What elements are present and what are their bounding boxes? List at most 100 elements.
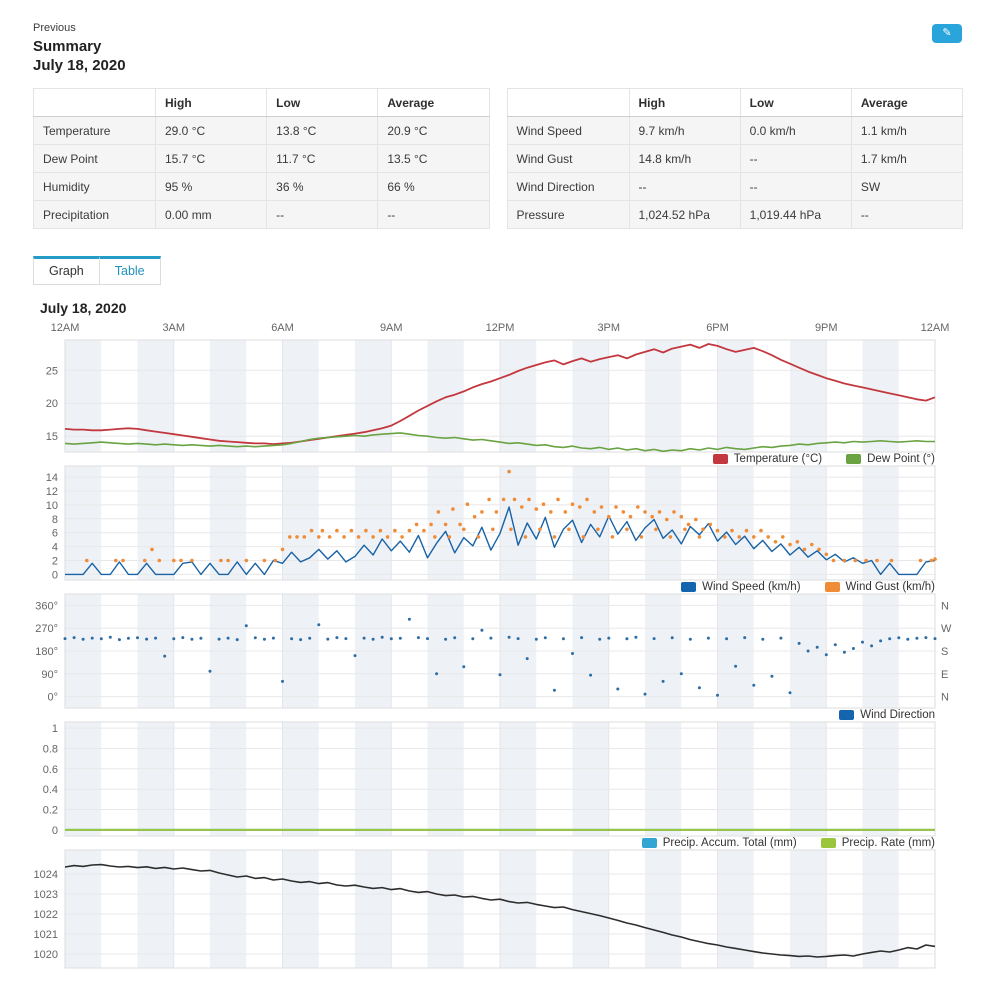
x-tick-label: 12PM — [485, 322, 515, 334]
pencil-icon: ✎ — [942, 27, 952, 39]
x-tick-label: 9AM — [379, 322, 403, 334]
y-tick-label: 1024 — [34, 869, 58, 881]
y-tick-label: 180° — [35, 646, 58, 658]
blank-header-cell — [33, 88, 156, 117]
right-summary-table: High Low Average Wind Speed 9.7 km/h 0.0 km/h… — [506, 88, 964, 229]
row-label: Wind Speed — [506, 116, 630, 145]
table-row: Wind Direction -- -- SW — [506, 172, 964, 201]
charts-section: 12AM 3AM 6AM 9AM 12PM 3PM 6PM 9PM 12AM 15 20 25 Te… — [0, 322, 1000, 969]
y-tick-label: 0.4 — [43, 784, 58, 796]
y-tick-label: 20 — [46, 398, 58, 410]
compass-label: E — [941, 669, 948, 681]
table-row: Dew Point 15.7 °C 11.7 °C 13.5 °C — [33, 144, 490, 173]
vertical-gridlines — [173, 722, 827, 836]
value-cell: -- — [850, 200, 964, 229]
y-tick-label: 270° — [35, 623, 58, 635]
y-tick-label: 1 — [52, 723, 58, 735]
table-row: Temperature 29.0 °C 13.8 °C 20.9 °C — [33, 116, 490, 145]
hour-bands — [65, 466, 899, 580]
row-label: Temperature — [33, 116, 156, 145]
value-cell: 66 % — [377, 172, 490, 201]
table-row: Humidity 95 % 36 % 66 % — [33, 172, 490, 201]
horizontal-gridlines — [65, 873, 935, 955]
table-row: Wind Gust 14.8 km/h -- 1.7 km/h — [506, 144, 964, 173]
x-tick-label: 12AM — [50, 322, 80, 334]
plot-border — [64, 849, 936, 969]
legend-label: Wind Gust (km/h) — [845, 581, 935, 593]
y-tick-label: 1020 — [34, 949, 58, 961]
compass-label: N — [941, 600, 949, 612]
column-header: Low — [266, 88, 379, 117]
legend-swatch — [641, 838, 657, 848]
legend-swatch — [820, 838, 836, 848]
legend-label: Precip. Rate (mm) — [841, 837, 935, 849]
left-summary-table: High Low Average Temperature 29.0 °C 13.8 °C 2… — [33, 88, 490, 229]
row-label: Dew Point — [33, 144, 156, 173]
value-cell: 29.0 °C — [154, 116, 268, 145]
compass-label: W — [941, 623, 952, 635]
x-tick-label: 12AM — [920, 322, 950, 334]
legend-label: Wind Direction — [860, 709, 935, 721]
value-cell: 95 % — [154, 172, 268, 201]
row-label: Pressure — [506, 200, 630, 229]
y-tick-label: 1021 — [34, 929, 58, 941]
previous-link[interactable]: Previous — [33, 22, 76, 34]
x-tick-label: 6AM — [271, 322, 294, 334]
y-tick-label: 10 — [46, 500, 58, 512]
legend-label: Temperature (°C) — [733, 453, 823, 465]
y-tick-label: 6 — [52, 528, 58, 540]
wind-speed-gust-chart[interactable]: 02 4 6 8 10 12 14 — [0, 465, 1000, 581]
value-cell: -- — [739, 172, 852, 201]
value-cell: 1.1 km/h — [850, 116, 964, 145]
y-tick-label: 0.6 — [43, 764, 58, 776]
legend-swatch — [681, 582, 697, 592]
temperature-dewpoint-chart[interactable]: 15 20 25 — [0, 339, 1000, 453]
horizontal-gridlines — [65, 476, 935, 575]
column-header: Average — [850, 88, 964, 117]
y-tick-label: 14 — [46, 472, 58, 484]
legend-item: Precip. Accum. Total (mm) — [641, 837, 797, 849]
y-tick-label: 2 — [52, 556, 58, 568]
y-tick-label: 0.8 — [43, 744, 58, 756]
value-cell: 13.5 °C — [377, 144, 490, 173]
pressure-chart[interactable]: 1020 1021 1022 1023 1024 — [0, 849, 1000, 969]
page: Previous Summary July 18, 2020 ✎ High Low… — [0, 22, 1000, 969]
value-cell: 0.0 km/h — [739, 116, 852, 145]
series-line — [65, 506, 936, 576]
edit-button[interactable]: ✎ — [932, 24, 962, 43]
row-label: Wind Direction — [506, 172, 630, 201]
column-header: Average — [377, 88, 490, 117]
legend-item: Wind Direction — [839, 709, 935, 721]
precipitation-chart[interactable]: 0 0.2 0.4 0.6 0.8 1 — [0, 721, 1000, 837]
value-cell: 1,019.44 hPa — [739, 200, 852, 229]
legend-item: Dew Point (°) — [846, 453, 935, 465]
value-cell: SW — [850, 172, 964, 201]
y-tick-label: 4 — [52, 542, 58, 554]
legend-label: Precip. Accum. Total (mm) — [662, 837, 797, 849]
y-tick-label: 1022 — [34, 909, 58, 921]
legend-swatch — [846, 454, 862, 464]
legend-item: Wind Gust (km/h) — [824, 581, 935, 593]
plot-border — [64, 339, 936, 453]
series-points — [63, 617, 937, 697]
hour-bands — [65, 850, 899, 968]
compass-label: S — [941, 646, 948, 658]
blank-header-cell — [506, 88, 630, 117]
horizontal-gridlines — [65, 369, 935, 437]
page-date: July 18, 2020 — [33, 57, 126, 74]
view-tabs: Graph Table — [33, 256, 963, 285]
value-cell: -- — [739, 144, 852, 173]
y-tick-label: 0 — [52, 825, 58, 837]
y-tick-label: 0 — [52, 569, 58, 581]
series-line — [64, 432, 935, 453]
hour-bands — [65, 722, 899, 836]
table-row: Pressure 1,024.52 hPa 1,019.44 hPa -- — [506, 200, 964, 229]
x-tick-label: 3PM — [597, 322, 621, 334]
table-row: Precipitation 0.00 mm -- -- — [33, 200, 490, 229]
series-points — [85, 469, 937, 563]
tab-table[interactable]: Table — [99, 256, 161, 285]
tab-graph[interactable]: Graph — [33, 256, 100, 285]
legend-item: Precip. Rate (mm) — [820, 837, 935, 849]
value-cell: 36 % — [266, 172, 379, 201]
